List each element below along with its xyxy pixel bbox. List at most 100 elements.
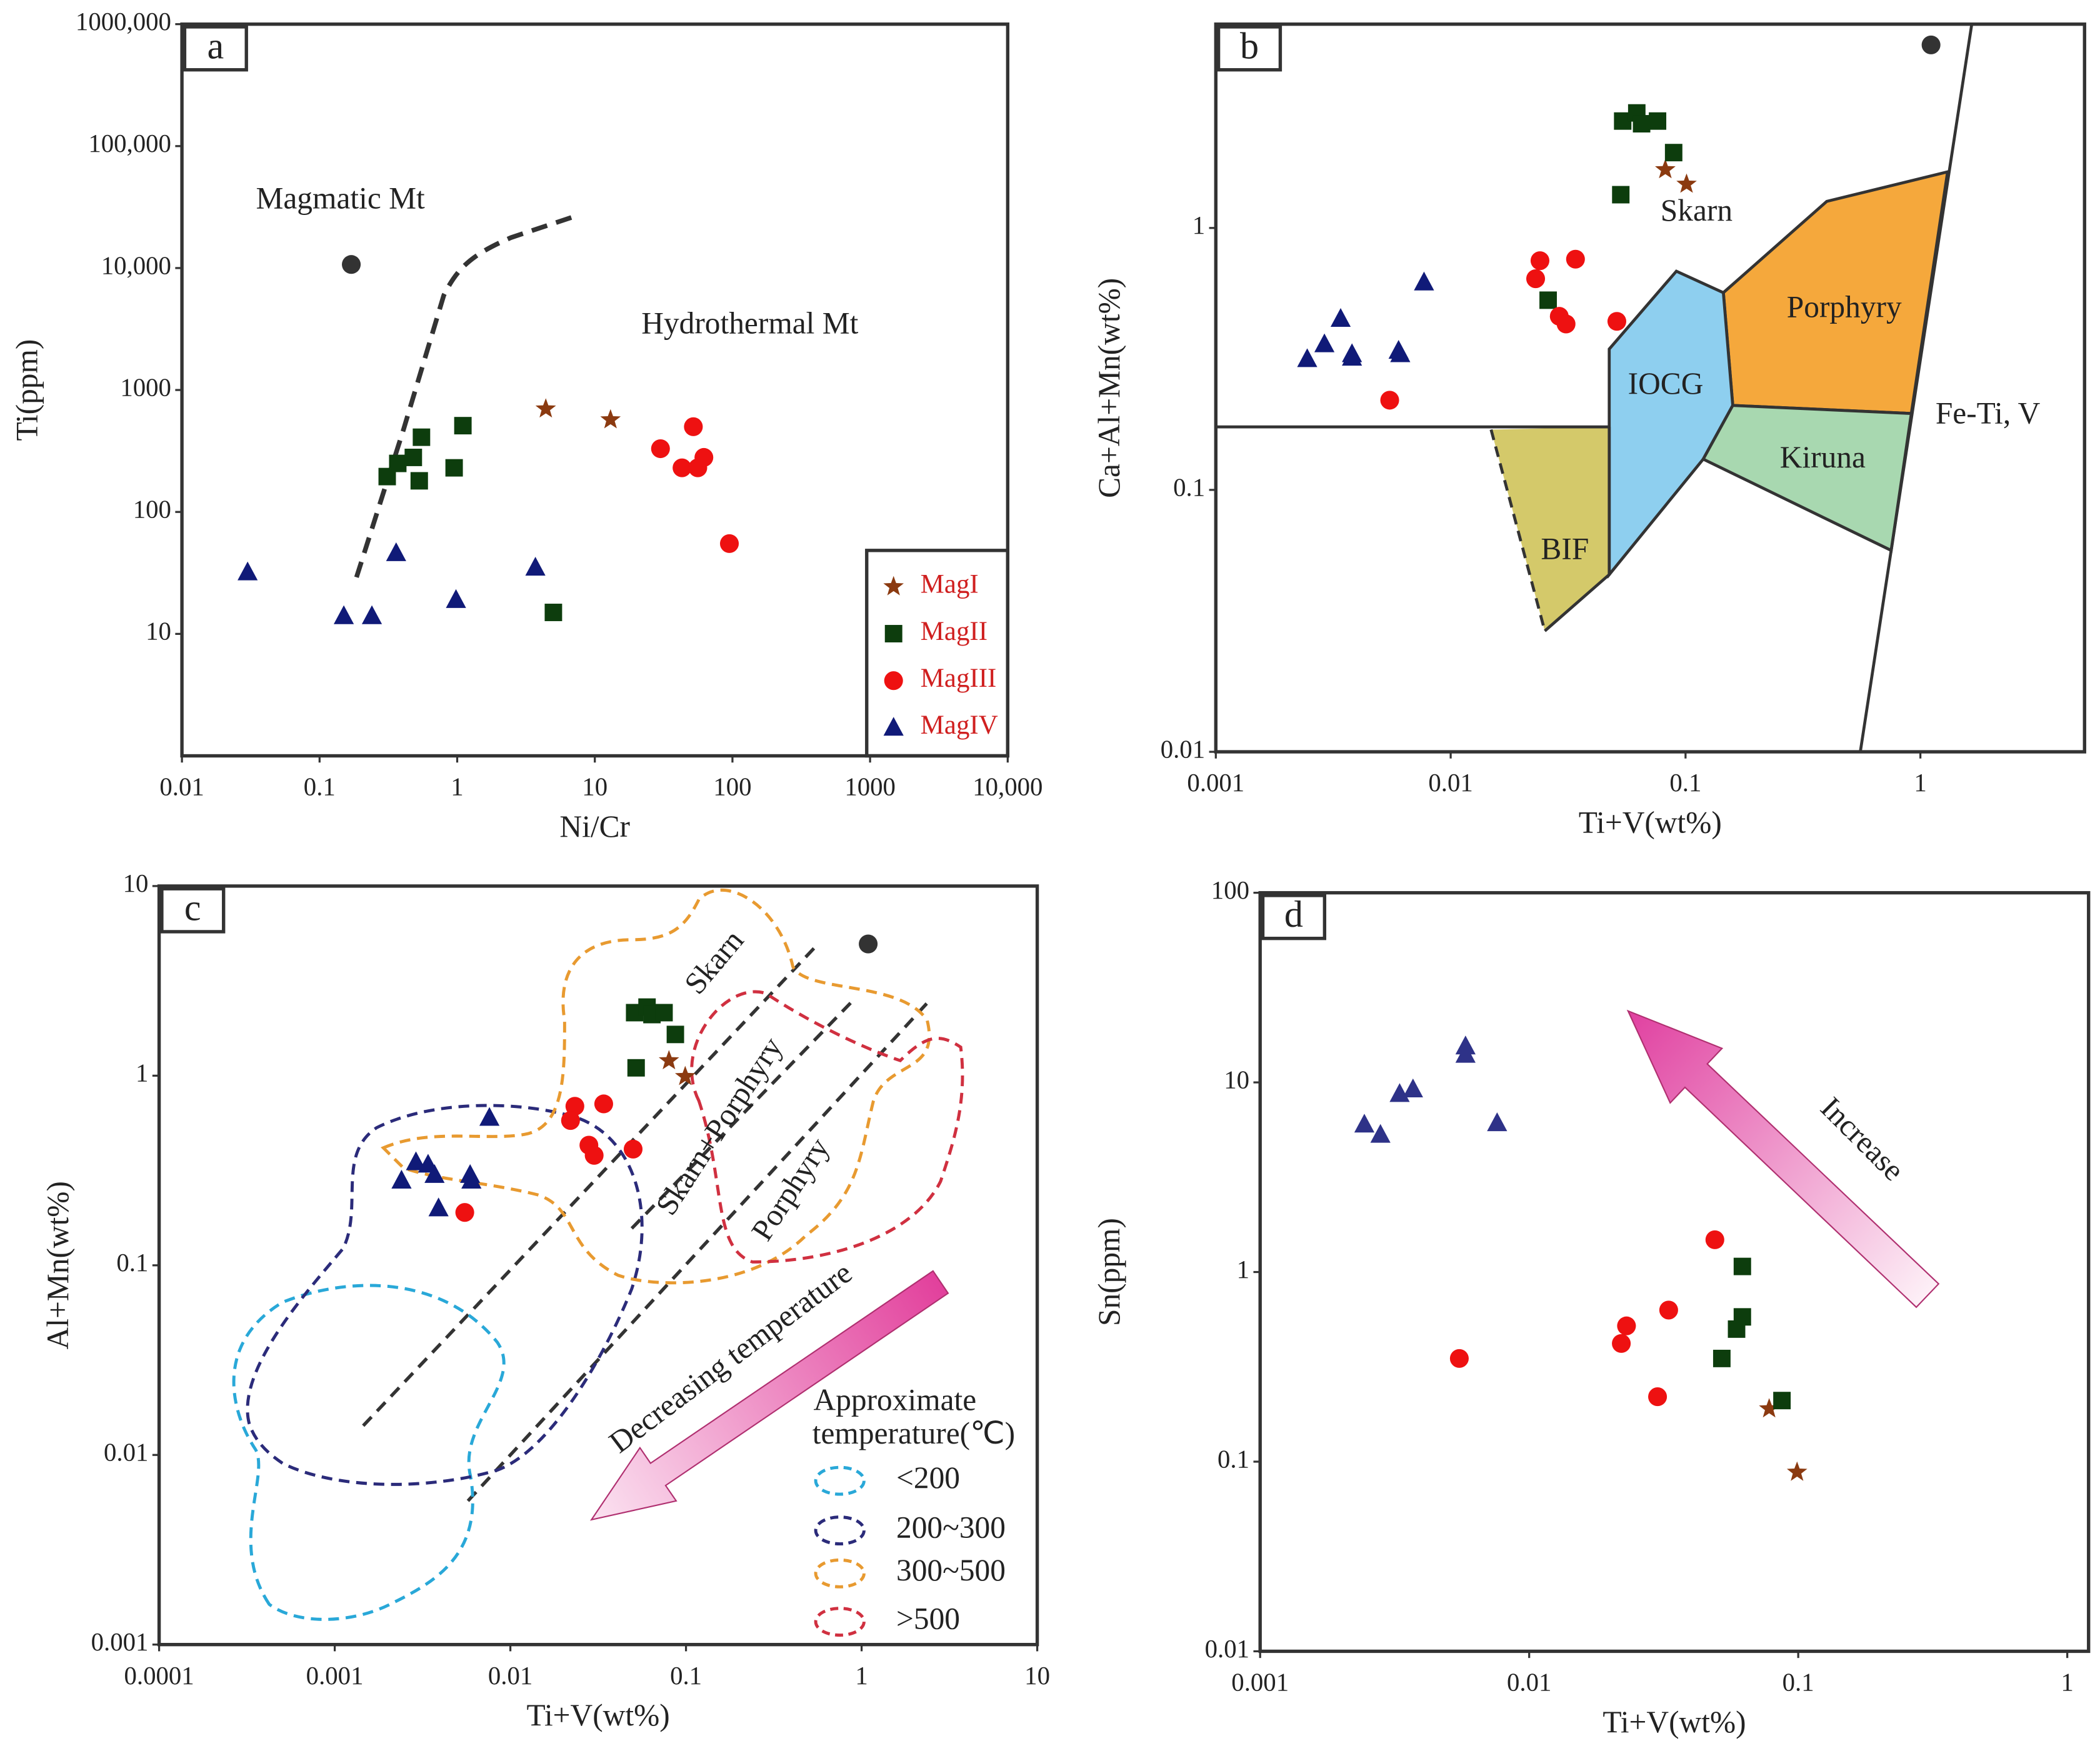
x-axis-label: Ti+V(wt%) <box>1602 1705 1746 1739</box>
kiruna-field <box>1701 404 1913 553</box>
point <box>1449 1349 1469 1368</box>
contour-legend-label: >500 <box>896 1602 960 1636</box>
x-tick-label: 100 <box>713 773 751 801</box>
x-tick-label: 0.0001 <box>124 1662 194 1690</box>
point <box>684 417 703 436</box>
annotation: Kiruna <box>1780 440 1866 474</box>
divider <box>362 945 818 1427</box>
point <box>406 1151 426 1170</box>
point <box>1297 348 1318 367</box>
contour <box>232 1284 506 1621</box>
x-tick-label: 1 <box>1914 769 1926 797</box>
x-tick-label: 1 <box>451 773 463 801</box>
point <box>623 1139 643 1159</box>
point <box>1607 312 1627 331</box>
panel-label: c <box>184 887 201 929</box>
x-tick-label: 0.01 <box>1507 1668 1551 1696</box>
divider <box>630 999 855 1230</box>
point <box>1556 314 1576 334</box>
point <box>445 459 463 477</box>
point <box>694 447 714 467</box>
point <box>1733 1257 1751 1275</box>
point <box>1648 1387 1668 1407</box>
y-tick-label: 10 <box>1224 1065 1249 1094</box>
point <box>389 454 407 472</box>
legend-marker <box>884 625 902 642</box>
y-tick-label: 1 <box>1237 1255 1249 1284</box>
contour-legend-label: 300~500 <box>896 1553 1006 1587</box>
contour <box>690 990 964 1264</box>
point <box>455 1203 474 1222</box>
y-tick-label: 100 <box>133 496 171 524</box>
annotation: Fe-Ti, V <box>1936 396 2041 430</box>
y-tick-label: 10 <box>146 617 171 646</box>
x-tick-label: 0.1 <box>1782 1668 1814 1696</box>
y-axis-label: Sn(ppm) <box>1092 1218 1126 1326</box>
x-tick-label: 0.01 <box>488 1662 532 1690</box>
point <box>1612 1334 1631 1353</box>
y-tick-label: 0.01 <box>1161 735 1205 763</box>
x-tick-label: 0.01 <box>159 773 204 801</box>
boundary-line <box>354 215 572 578</box>
legend-label: MagI <box>921 570 979 599</box>
panel-label-box <box>182 25 248 72</box>
point <box>1487 1112 1508 1132</box>
point <box>410 472 428 490</box>
y-tick-label: 1000 <box>120 373 171 401</box>
contour <box>246 1104 644 1486</box>
point <box>446 589 466 608</box>
point <box>1566 249 1585 269</box>
bif-field <box>1491 427 1609 631</box>
panel-label: a <box>207 25 224 67</box>
point <box>655 1004 673 1022</box>
divider <box>466 999 931 1502</box>
point <box>1617 1316 1636 1335</box>
point <box>1676 173 1697 193</box>
iocg-field <box>1608 269 1734 579</box>
x-tick-label: 1 <box>855 1662 868 1690</box>
point <box>674 1065 696 1085</box>
point <box>1330 307 1351 327</box>
point <box>1664 144 1682 162</box>
y-tick-label: 1 <box>1192 211 1205 239</box>
point <box>1632 115 1651 132</box>
x-tick-label: 0.1 <box>670 1662 702 1690</box>
arrow <box>1626 1009 1940 1309</box>
y-tick-label: 0.1 <box>116 1249 148 1277</box>
point <box>1612 186 1630 204</box>
x-tick-label: 0.001 <box>1231 1668 1289 1696</box>
point <box>1759 1398 1779 1418</box>
x-tick-label: 10 <box>1024 1662 1050 1690</box>
point <box>1649 112 1667 130</box>
x-tick-label: 0.1 <box>1669 769 1701 797</box>
point <box>600 409 621 429</box>
point <box>1370 1124 1391 1143</box>
y-tick-label: 0.1 <box>1218 1445 1249 1473</box>
point <box>333 605 354 624</box>
y-tick-label: 1 <box>136 1059 148 1087</box>
panel-label-box <box>1216 25 1282 72</box>
x-axis-label: Ti+V(wt%) <box>1579 806 1722 840</box>
point <box>424 1164 445 1183</box>
point <box>1659 1300 1678 1320</box>
panel-label-box <box>160 887 226 934</box>
point <box>1655 159 1676 179</box>
contour-legend-label: 200~300 <box>896 1510 1006 1544</box>
y-axis-label: Ca+Al+Mn(wt%) <box>1092 278 1126 498</box>
point <box>658 1050 679 1070</box>
point <box>525 557 546 576</box>
y-tick-label: 100 <box>1211 876 1249 904</box>
point <box>627 1059 645 1077</box>
bif-edge <box>1544 427 1611 632</box>
fields <box>1216 24 1974 752</box>
point <box>561 1111 580 1130</box>
point <box>544 604 562 621</box>
contour-legend-swatch <box>814 1558 866 1589</box>
annotation: Skarn <box>1661 193 1732 227</box>
legend-label: MagIII <box>921 664 997 693</box>
contour-legend-swatch <box>814 1465 866 1496</box>
point <box>404 449 422 466</box>
annotation: BIF <box>1541 531 1589 566</box>
x-axis-label: Ni/Cr <box>559 809 630 844</box>
